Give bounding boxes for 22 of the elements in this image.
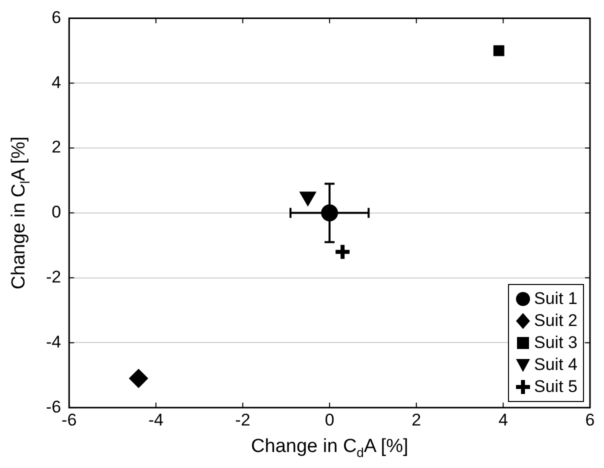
- x-tick-label: -2: [235, 410, 250, 430]
- legend-label: Suit 1: [534, 288, 578, 310]
- x-tick-label: 4: [498, 410, 508, 430]
- point: [493, 45, 504, 56]
- y-tick-label: 4: [52, 72, 62, 92]
- legend-label: Suit 5: [534, 376, 578, 398]
- y-tick-label: 2: [52, 138, 62, 157]
- x-axis-title: Change in C$_{d}$A [%]: [251, 436, 408, 462]
- point: [129, 368, 148, 388]
- y-tick-label: 0: [52, 202, 62, 222]
- point: [334, 242, 352, 261]
- x-tick-label: -4: [148, 410, 164, 430]
- legend-label: Suit 2: [534, 310, 578, 332]
- x-tick-label: 6: [585, 410, 595, 430]
- y-tick-label: -4: [46, 332, 62, 352]
- legend-label: Suit 4: [534, 354, 578, 376]
- x-tick-label: 2: [412, 410, 422, 430]
- y-tick-label: -2: [46, 267, 62, 286]
- x-tick-label: 0: [324, 410, 334, 430]
- legend-label: Suit 3: [534, 332, 578, 354]
- y-tick-label: 6: [52, 8, 62, 27]
- y-tick-label: -6: [46, 397, 62, 416]
